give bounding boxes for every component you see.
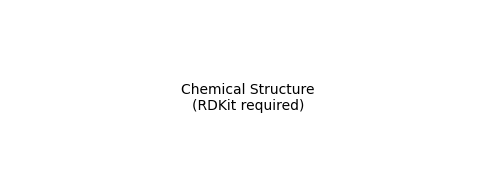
Text: Chemical Structure
(RDKit required): Chemical Structure (RDKit required) — [182, 83, 315, 113]
